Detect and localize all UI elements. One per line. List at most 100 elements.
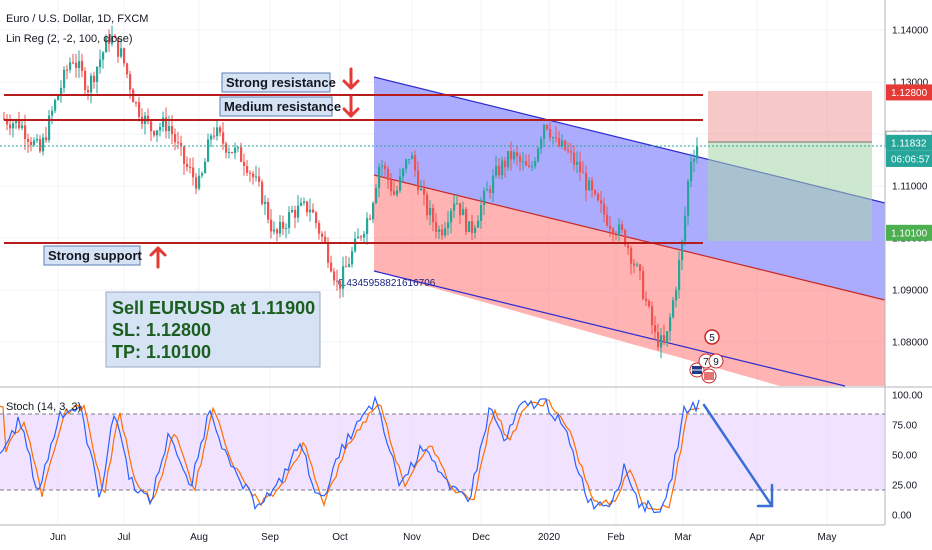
candle-body — [192, 167, 195, 178]
candle-body — [573, 152, 576, 165]
flag-icon[interactable] — [701, 368, 717, 384]
candle-body — [339, 280, 342, 289]
candle-body — [384, 165, 387, 170]
candle-body — [180, 142, 183, 147]
candle-body — [618, 224, 621, 236]
candle-body — [204, 161, 207, 174]
event-badge-5[interactable]: 5 — [704, 329, 720, 345]
down-arrow-icon — [342, 67, 360, 90]
candle-body — [303, 201, 306, 203]
candle-body — [420, 188, 423, 191]
candle-body — [567, 149, 570, 152]
candle-body — [279, 221, 282, 234]
time-tick-label: Feb — [607, 532, 625, 543]
candle-body — [213, 135, 216, 137]
candle-body — [357, 236, 360, 239]
candle-body — [138, 102, 141, 117]
candle-body — [612, 229, 615, 235]
candle-body — [306, 201, 309, 213]
candle-body — [309, 209, 312, 213]
candle-body — [408, 159, 411, 161]
candle-body — [243, 161, 246, 167]
stoch-d-line — [0, 399, 700, 511]
event-badge-9[interactable]: 9 — [708, 353, 724, 369]
candle-body — [177, 142, 180, 144]
symbol-title[interactable]: Euro / U.S. Dollar, 1D, FXCM — [6, 13, 148, 25]
candle-body — [228, 152, 231, 154]
strong-support-label: Strong support — [48, 248, 143, 263]
strong-resistance-label-box — [221, 72, 331, 93]
candle-body — [318, 223, 321, 234]
candle-body — [483, 190, 486, 205]
candle-body — [288, 212, 291, 229]
candle-body — [96, 66, 99, 82]
candle-body — [57, 95, 60, 101]
stoch-band-fill — [0, 414, 885, 490]
candle-body — [90, 75, 93, 93]
candle-body — [411, 155, 414, 160]
time-axis[interactable]: Jun Jul Aug Sep Oct Nov Dec 2020 Feb Mar Apr May — [50, 532, 837, 543]
candle-body — [438, 229, 441, 232]
candle-body — [222, 132, 225, 144]
stoch-k-line — [0, 395, 700, 514]
price-tick-label: 1.14000 — [892, 26, 929, 37]
candle-body — [600, 200, 603, 204]
candle-body — [666, 331, 669, 343]
stop-loss-zone[interactable] — [708, 91, 872, 142]
stoch-title[interactable]: Stoch (14, 3, 3) — [6, 401, 81, 413]
candle-body — [252, 173, 255, 178]
candle-body — [219, 127, 222, 133]
candle-body — [69, 62, 72, 70]
candle-body — [543, 124, 546, 140]
regression-lower-line — [373, 270, 846, 387]
candle-body — [153, 131, 156, 136]
candle-body — [15, 119, 18, 124]
candle-body — [366, 218, 369, 234]
candle-body — [381, 165, 384, 167]
candle-body — [246, 166, 249, 173]
candle-body — [447, 222, 450, 229]
price-tick-label: 1.09000 — [892, 286, 929, 297]
candle-body — [258, 176, 261, 182]
candle-body — [120, 48, 123, 57]
candle-body — [225, 143, 228, 153]
projection-arrow — [702, 403, 774, 508]
flag-icon[interactable] — [689, 362, 705, 378]
candle-body — [414, 155, 417, 171]
stoch-axis[interactable]: 100.00 75.00 50.00 25.00 0.00 — [892, 391, 923, 522]
candle-body — [42, 137, 45, 152]
candle-body — [234, 147, 237, 153]
candle-body — [495, 165, 498, 176]
candle-body — [456, 203, 459, 205]
take-profit-zone[interactable] — [708, 142, 872, 241]
regression-channel-lower — [374, 175, 885, 386]
candle-body — [423, 188, 426, 195]
candle-body — [687, 181, 690, 216]
candle-body — [501, 160, 504, 176]
candle-body — [111, 35, 114, 44]
candle-body — [441, 229, 444, 236]
candle-body — [63, 69, 66, 88]
candle-body — [474, 227, 477, 233]
candle-body — [417, 170, 420, 191]
price-axis[interactable]: 1.140001.130001.120001.110001.100001.090… — [884, 0, 929, 525]
candle-body — [189, 166, 192, 168]
candle-body — [156, 130, 159, 136]
candle-body — [270, 219, 273, 232]
candle-body — [540, 139, 543, 149]
candle-body — [696, 146, 699, 159]
candle-body — [453, 203, 456, 211]
candle-body — [633, 263, 636, 266]
candle-body — [690, 161, 693, 182]
candle-body — [174, 134, 177, 143]
time-tick-label: Mar — [674, 532, 692, 543]
candle-body — [354, 238, 357, 252]
candle-body — [36, 139, 39, 141]
candle-body — [645, 298, 648, 302]
candle-body — [291, 209, 294, 213]
candle-body — [198, 175, 201, 189]
down-arrow-icon — [342, 95, 360, 118]
indicator-title[interactable]: Lin Reg (2, -2, 100, close) — [6, 33, 133, 45]
candle-body — [504, 160, 507, 168]
